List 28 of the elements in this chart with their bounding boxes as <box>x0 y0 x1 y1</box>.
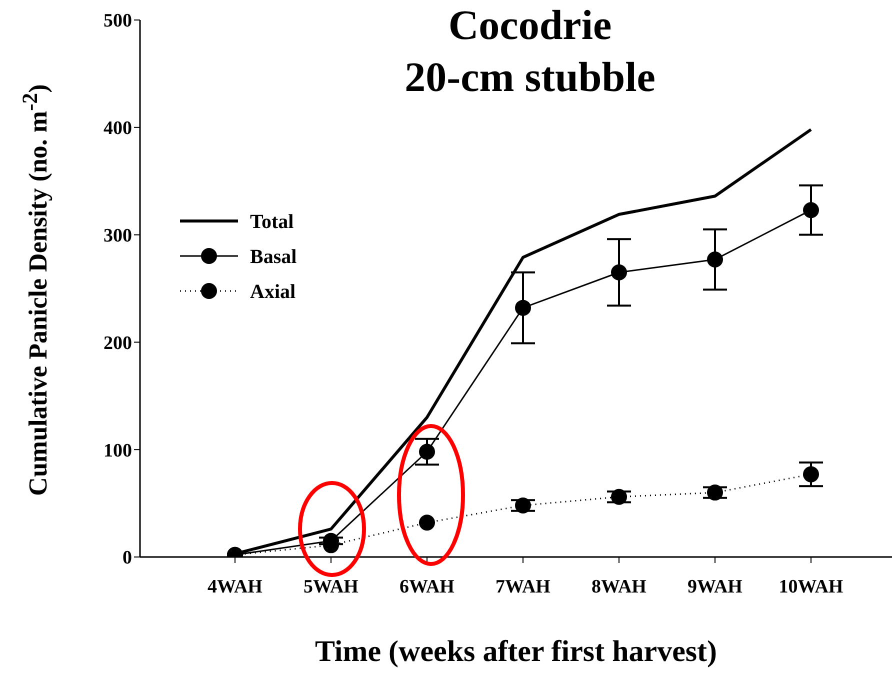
x-tick-label: 8WAH <box>592 576 647 598</box>
point <box>803 466 819 482</box>
x-tick-label: 4WAH <box>208 576 263 598</box>
point <box>611 264 627 280</box>
chart-title: Cocodrie 20-cm stubble <box>404 2 656 103</box>
y-tick-label: 100 <box>104 440 132 462</box>
y-tick-label: 200 <box>104 332 132 354</box>
legend-label: Axial <box>250 281 296 303</box>
x-axis-title: Time (weeks after first harvest) <box>314 635 718 669</box>
point <box>515 497 531 514</box>
point <box>419 444 435 460</box>
point <box>611 488 627 505</box>
point <box>419 514 435 531</box>
x-tick-label: 10WAH <box>778 576 844 598</box>
x-tick-label: 6WAH <box>400 576 455 598</box>
point <box>707 252 723 268</box>
legend-label: Total <box>250 211 294 233</box>
x-tick-label: 5WAH <box>304 576 359 598</box>
y-tick-label: 300 <box>104 226 132 247</box>
y-tick-label: 500 <box>104 10 132 32</box>
point <box>515 300 531 316</box>
legend-label: Basal <box>250 246 298 268</box>
x-tick-label: 9WAH <box>688 576 743 598</box>
x-tick-label: 7WAH <box>496 576 551 598</box>
point <box>803 202 819 218</box>
y-tick-label: 400 <box>104 118 132 140</box>
point <box>707 484 723 501</box>
y-tick-label: 0 <box>122 548 132 569</box>
